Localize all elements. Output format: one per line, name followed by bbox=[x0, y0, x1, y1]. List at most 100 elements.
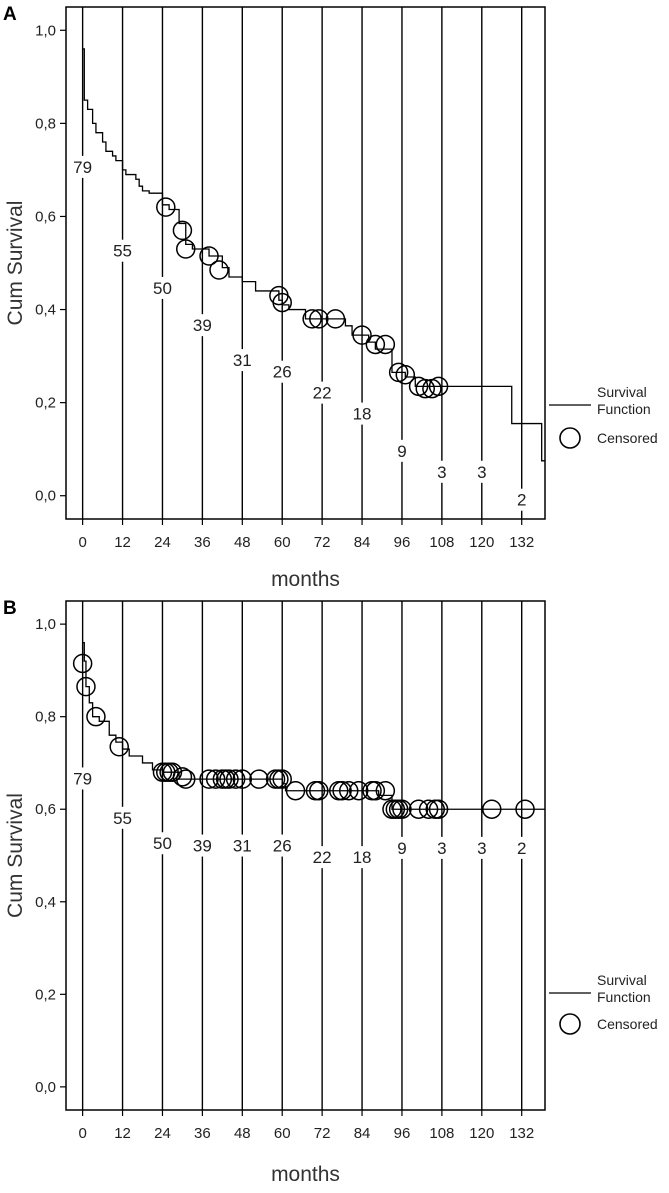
y-tick-label: 0,0 bbox=[35, 488, 56, 505]
legend-label-line: Survival bbox=[597, 384, 647, 400]
censored-marker bbox=[199, 769, 219, 789]
censored-marker bbox=[176, 239, 196, 259]
censored-marker bbox=[156, 197, 176, 217]
y-tick-label: 0,6 bbox=[35, 208, 56, 225]
x-tick-label: 72 bbox=[314, 534, 331, 551]
survival-function-line bbox=[82, 641, 545, 810]
x-tick-label: 48 bbox=[234, 534, 251, 551]
censored-marker bbox=[162, 762, 183, 782]
plot-frame bbox=[65, 600, 546, 1111]
legend-survival-function-label: Survival Function bbox=[597, 972, 651, 1005]
panel-a: 0 12 24 36 48 60 72 84 96 108 120 132 0,0 0,2 0,4 0,6 0,… bbox=[3, 4, 658, 591]
x-tick-label: 60 bbox=[274, 1125, 291, 1142]
censored-marker bbox=[352, 325, 372, 345]
censored-marker bbox=[482, 799, 502, 819]
risk-count-label: 26 bbox=[273, 363, 292, 382]
risk-label-bg bbox=[269, 360, 296, 383]
risk-label-bg bbox=[69, 767, 96, 790]
x-tick-label: 132 bbox=[509, 534, 534, 551]
risk-label-bg bbox=[229, 349, 256, 372]
risk-count-label: 22 bbox=[313, 848, 332, 867]
y-axis-label: Cum Survival bbox=[4, 793, 27, 918]
x-tick-label: 84 bbox=[354, 1125, 371, 1142]
risk-label-bg bbox=[513, 488, 530, 511]
x-tick-label: 60 bbox=[274, 534, 291, 551]
censored-marker bbox=[76, 676, 96, 697]
censored-marker bbox=[348, 780, 369, 801]
risk-label-bg bbox=[349, 402, 376, 425]
censored-marker bbox=[72, 653, 93, 674]
legend-label-line: Function bbox=[597, 989, 651, 1005]
legend-label-line: Function bbox=[597, 401, 651, 417]
risk-count-label: 31 bbox=[233, 351, 252, 370]
x-tick-label: 36 bbox=[194, 1125, 211, 1142]
censored-marker bbox=[219, 769, 239, 789]
risk-count-label: 3 bbox=[477, 463, 486, 482]
censored-marker bbox=[302, 309, 322, 329]
censored-marker bbox=[176, 769, 196, 789]
censored-marker bbox=[309, 780, 329, 801]
censored-marker bbox=[332, 780, 352, 801]
legend-censored-marker bbox=[559, 1013, 581, 1035]
censored-marker bbox=[428, 376, 449, 397]
risk-count-label: 3 bbox=[477, 839, 486, 858]
censored-marker bbox=[272, 769, 292, 789]
risk-label-bg bbox=[513, 836, 530, 859]
risk-count-label: 79 bbox=[73, 769, 92, 788]
risk-count-label: 9 bbox=[397, 442, 406, 461]
x-tick-label: 24 bbox=[154, 534, 171, 551]
y-tick-label: 0,4 bbox=[35, 894, 56, 911]
y-axis-label: Cum Survival bbox=[4, 201, 27, 326]
x-tick-label: 0 bbox=[78, 534, 86, 551]
risk-label-bg bbox=[189, 834, 216, 857]
censored-marker bbox=[272, 292, 292, 313]
risk-count-label: 18 bbox=[353, 848, 372, 867]
y-tick-label: 1,0 bbox=[35, 616, 56, 633]
y-tick-label: 0,6 bbox=[35, 801, 56, 818]
x-tick-label: 108 bbox=[429, 534, 454, 551]
x-axis-label: months bbox=[271, 1163, 340, 1186]
censored-marker bbox=[86, 706, 106, 727]
risk-count-label: 3 bbox=[437, 463, 446, 482]
x-tick-label: 24 bbox=[154, 1125, 171, 1142]
censored-marker bbox=[172, 767, 193, 787]
risk-label-bg bbox=[473, 460, 490, 483]
risk-label-bg bbox=[229, 834, 256, 857]
x-tick-label: 96 bbox=[394, 1125, 411, 1142]
risk-count-label: 31 bbox=[233, 837, 252, 856]
censored-marker bbox=[309, 309, 329, 329]
risk-count-label: 22 bbox=[313, 384, 332, 403]
censored-marker bbox=[395, 364, 416, 385]
y-tick-label: 0,4 bbox=[35, 302, 56, 319]
risk-label-bg bbox=[149, 832, 176, 855]
censored-marker bbox=[232, 769, 253, 789]
risk-label-bg bbox=[393, 836, 410, 859]
risk-count-label: 26 bbox=[273, 837, 292, 856]
risk-label-bg bbox=[473, 836, 490, 859]
x-axis-label: months bbox=[271, 568, 340, 591]
risk-count-label: 79 bbox=[73, 158, 92, 177]
censored-marker bbox=[428, 799, 449, 819]
censored-marker bbox=[205, 769, 226, 789]
panel-label: A bbox=[3, 4, 17, 25]
censored-marker bbox=[209, 260, 229, 280]
risk-label-bg bbox=[149, 276, 176, 299]
censored-marker bbox=[365, 780, 386, 801]
risk-count-label: 3 bbox=[437, 839, 446, 858]
legend-censored-marker bbox=[559, 427, 581, 449]
x-tick-label: 36 bbox=[194, 534, 211, 551]
y-tick-label: 0,2 bbox=[35, 395, 56, 412]
censored-marker bbox=[199, 246, 219, 266]
legend-label-line: Survival bbox=[597, 972, 647, 988]
risk-label-bg bbox=[189, 314, 216, 337]
x-tick-label: 120 bbox=[469, 534, 494, 551]
y-tick-label: 0,0 bbox=[35, 1079, 56, 1096]
risk-count-label: 50 bbox=[153, 279, 172, 298]
censored-marker bbox=[365, 334, 386, 355]
legend-survival-function-label: Survival Function bbox=[597, 384, 651, 417]
x-tick-label: 12 bbox=[114, 534, 131, 551]
risk-label-bg bbox=[269, 834, 296, 857]
censored-marker bbox=[418, 799, 439, 819]
censored-marker bbox=[325, 309, 346, 329]
censored-marker bbox=[249, 769, 269, 789]
